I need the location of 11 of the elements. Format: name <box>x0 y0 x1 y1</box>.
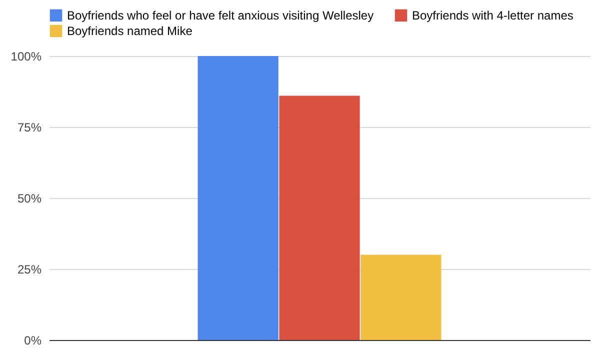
legend-label: Boyfriends with 4-letter names <box>412 8 574 22</box>
y-tick-label: 100% <box>10 50 42 64</box>
legend-label: Boyfriends named Mike <box>67 24 193 38</box>
y-tick-label: 0% <box>24 334 42 348</box>
bar <box>279 96 360 340</box>
y-tick-label: 75% <box>17 120 42 134</box>
y-tick-label: 25% <box>17 262 42 276</box>
bar <box>360 254 442 340</box>
y-tick-label: 50% <box>17 192 42 206</box>
legend-label: Boyfriends who feel or have felt anxious visiting Wellesley <box>67 8 374 22</box>
bar <box>198 56 278 340</box>
